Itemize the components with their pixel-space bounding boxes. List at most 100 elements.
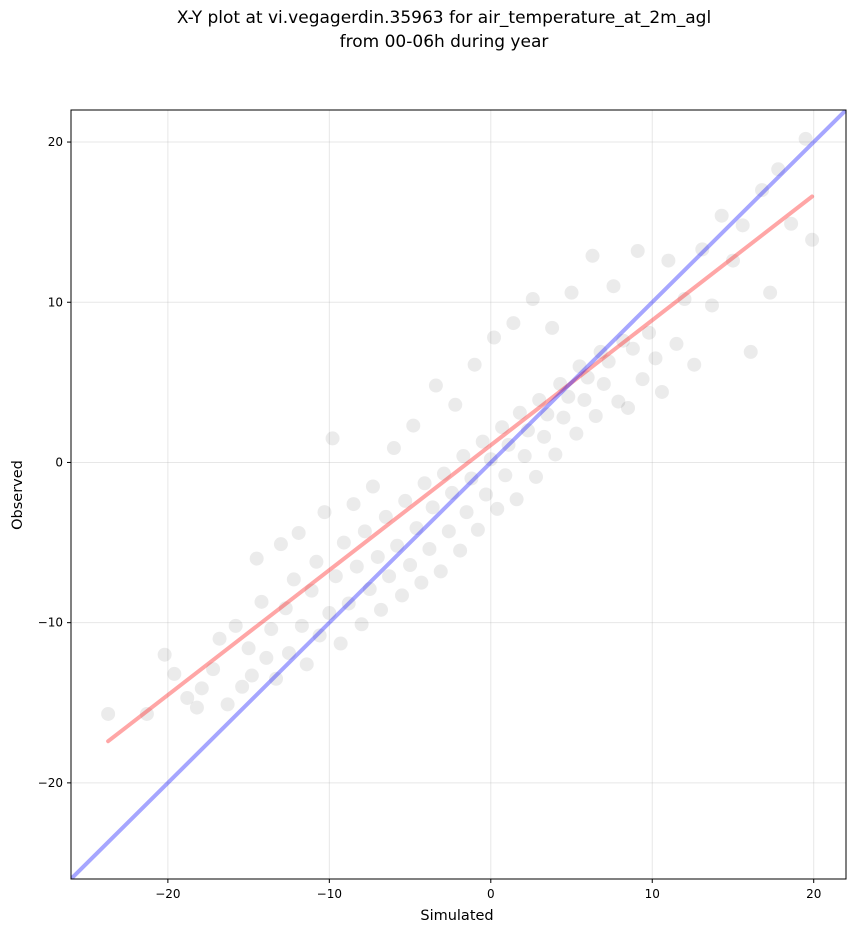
- y-axis-label: Observed: [10, 460, 26, 530]
- scatter-point: [475, 434, 490, 449]
- scatter-point: [635, 372, 650, 387]
- scatter-point: [569, 426, 584, 441]
- scatter-point: [470, 522, 485, 537]
- scatter-point: [417, 476, 432, 491]
- scatter-point: [254, 594, 269, 609]
- scatter-point: [743, 344, 758, 359]
- scatter-point: [687, 357, 702, 372]
- scatter-point: [490, 501, 505, 516]
- scatter-point: [249, 551, 264, 566]
- scatter-point: [755, 183, 770, 198]
- scatter-point: [501, 437, 516, 452]
- grid-lines: [71, 110, 846, 879]
- scatter-point: [577, 392, 592, 407]
- scatter-point: [669, 336, 684, 351]
- scatter-point: [561, 389, 576, 404]
- y-tick-label: 10: [48, 295, 63, 309]
- scatter-point: [317, 505, 332, 520]
- scatter-point: [654, 384, 669, 399]
- scatter-point: [448, 397, 463, 412]
- scatter-point: [167, 666, 182, 681]
- scatter-point: [459, 505, 474, 520]
- x-tick-label: 10: [645, 887, 660, 901]
- scatter-point: [784, 216, 799, 231]
- scatter-point: [585, 248, 600, 263]
- scatter-point: [241, 641, 256, 656]
- scatter-point: [328, 569, 343, 584]
- scatter-points: [101, 131, 820, 721]
- y-tick-label: 20: [48, 135, 63, 149]
- plot-frame: [70, 109, 847, 880]
- scatter-point: [370, 549, 385, 564]
- scatter-point: [403, 557, 418, 572]
- scatter-point: [244, 668, 259, 683]
- scatter-point: [714, 208, 729, 223]
- axis-ticks: −20 −10 0 10 20 −20 −10 0 10 20: [38, 135, 822, 901]
- x-tick-label: 20: [806, 887, 821, 901]
- scatter-point: [763, 285, 778, 300]
- scatter-point: [630, 243, 645, 258]
- x-tick-label: −20: [155, 887, 180, 901]
- scatter-point: [593, 344, 608, 359]
- scatter-point: [365, 479, 380, 494]
- scatter-point: [259, 650, 274, 665]
- scatter-point: [525, 292, 540, 307]
- scatter-point: [189, 700, 204, 715]
- scatter-point: [180, 690, 195, 705]
- scatter-point: [374, 602, 388, 617]
- scatter-point: [194, 681, 209, 696]
- scatter-point: [512, 405, 527, 420]
- scatter-point: [441, 524, 456, 539]
- scatter-point: [529, 469, 543, 484]
- scatter-point: [588, 408, 603, 423]
- scatter-point: [312, 628, 327, 643]
- scatter-point: [540, 407, 555, 422]
- scatter-point: [398, 493, 413, 508]
- scatter-point: [333, 636, 348, 651]
- scatter-point: [390, 538, 405, 553]
- scatter-point: [354, 617, 369, 632]
- scatter-point: [611, 394, 626, 409]
- scatter-point: [382, 569, 397, 584]
- scatter-point: [406, 418, 421, 433]
- scatter-point: [273, 537, 288, 552]
- scatter-point: [467, 357, 482, 372]
- fit-lines: [71, 110, 846, 879]
- scatter-point: [453, 543, 468, 558]
- scatter-point: [445, 485, 460, 500]
- scatter-point: [409, 521, 424, 536]
- scatter-point: [601, 354, 616, 369]
- scatter-point: [478, 487, 493, 502]
- scatter-point: [553, 376, 568, 391]
- scatter-point: [725, 253, 740, 268]
- scatter-point: [520, 423, 535, 438]
- scatter-point: [704, 298, 719, 313]
- scatter-point: [798, 131, 813, 146]
- scatter-point: [648, 351, 663, 366]
- scatter-point: [349, 559, 364, 574]
- scatter-point: [422, 541, 437, 556]
- scatter-point: [556, 410, 571, 425]
- scatter-point: [341, 596, 356, 611]
- scatter-point: [483, 452, 498, 467]
- scatter-point: [206, 662, 221, 677]
- scatter-point: [212, 631, 227, 646]
- scatter-point: [498, 468, 513, 483]
- scatter-point: [291, 525, 306, 540]
- scatter-point: [506, 316, 521, 331]
- scatter-point: [509, 492, 524, 507]
- scatter-point: [532, 392, 547, 407]
- scatter-point: [414, 575, 429, 590]
- scatter-point: [616, 333, 631, 348]
- scatter-point: [309, 554, 324, 569]
- scatter-point: [436, 466, 451, 481]
- scatter-point: [299, 657, 314, 672]
- scatter-point: [596, 376, 611, 391]
- scatter-point: [101, 706, 116, 721]
- scatter-point: [394, 588, 409, 603]
- scatter-point: [642, 325, 657, 340]
- scatter-point: [294, 618, 309, 633]
- scatter-point: [621, 400, 636, 415]
- scatter-point: [304, 583, 319, 598]
- scatter-point: [157, 647, 172, 662]
